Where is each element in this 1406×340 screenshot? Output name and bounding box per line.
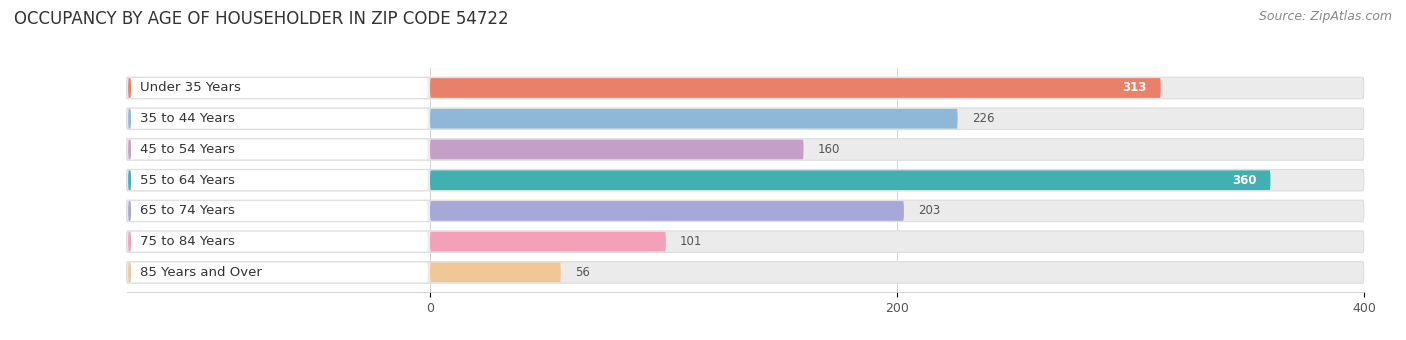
Text: Under 35 Years: Under 35 Years — [139, 82, 240, 95]
Text: 160: 160 — [817, 143, 839, 156]
FancyBboxPatch shape — [430, 201, 904, 221]
Text: 226: 226 — [972, 112, 994, 125]
Text: 313: 313 — [1122, 82, 1147, 95]
FancyBboxPatch shape — [430, 140, 804, 159]
Text: 75 to 84 Years: 75 to 84 Years — [139, 235, 235, 248]
FancyBboxPatch shape — [127, 77, 1364, 99]
FancyBboxPatch shape — [127, 169, 1364, 191]
Circle shape — [129, 79, 131, 98]
FancyBboxPatch shape — [129, 232, 427, 252]
Circle shape — [129, 171, 131, 190]
FancyBboxPatch shape — [127, 139, 1364, 160]
FancyBboxPatch shape — [430, 232, 666, 252]
FancyBboxPatch shape — [129, 140, 427, 159]
Text: 101: 101 — [681, 235, 702, 248]
FancyBboxPatch shape — [127, 231, 1364, 252]
FancyBboxPatch shape — [129, 109, 427, 129]
Text: OCCUPANCY BY AGE OF HOUSEHOLDER IN ZIP CODE 54722: OCCUPANCY BY AGE OF HOUSEHOLDER IN ZIP C… — [14, 10, 509, 28]
FancyBboxPatch shape — [127, 108, 1364, 130]
Text: 55 to 64 Years: 55 to 64 Years — [139, 174, 235, 187]
Text: 85 Years and Over: 85 Years and Over — [139, 266, 262, 279]
Circle shape — [129, 140, 131, 159]
Text: 45 to 54 Years: 45 to 54 Years — [139, 143, 235, 156]
Circle shape — [129, 201, 131, 220]
Text: Source: ZipAtlas.com: Source: ZipAtlas.com — [1258, 10, 1392, 23]
FancyBboxPatch shape — [430, 109, 957, 129]
FancyBboxPatch shape — [129, 201, 427, 221]
Circle shape — [129, 263, 131, 282]
Text: 56: 56 — [575, 266, 589, 279]
Text: 203: 203 — [918, 204, 941, 218]
Text: 360: 360 — [1232, 174, 1257, 187]
Circle shape — [129, 232, 131, 251]
FancyBboxPatch shape — [430, 170, 1271, 190]
FancyBboxPatch shape — [127, 262, 1364, 283]
FancyBboxPatch shape — [430, 78, 1161, 98]
FancyBboxPatch shape — [129, 170, 427, 190]
Text: 35 to 44 Years: 35 to 44 Years — [139, 112, 235, 125]
FancyBboxPatch shape — [129, 78, 427, 98]
FancyBboxPatch shape — [129, 262, 427, 282]
Circle shape — [129, 109, 131, 128]
FancyBboxPatch shape — [430, 262, 561, 282]
Text: 65 to 74 Years: 65 to 74 Years — [139, 204, 235, 218]
FancyBboxPatch shape — [127, 200, 1364, 222]
